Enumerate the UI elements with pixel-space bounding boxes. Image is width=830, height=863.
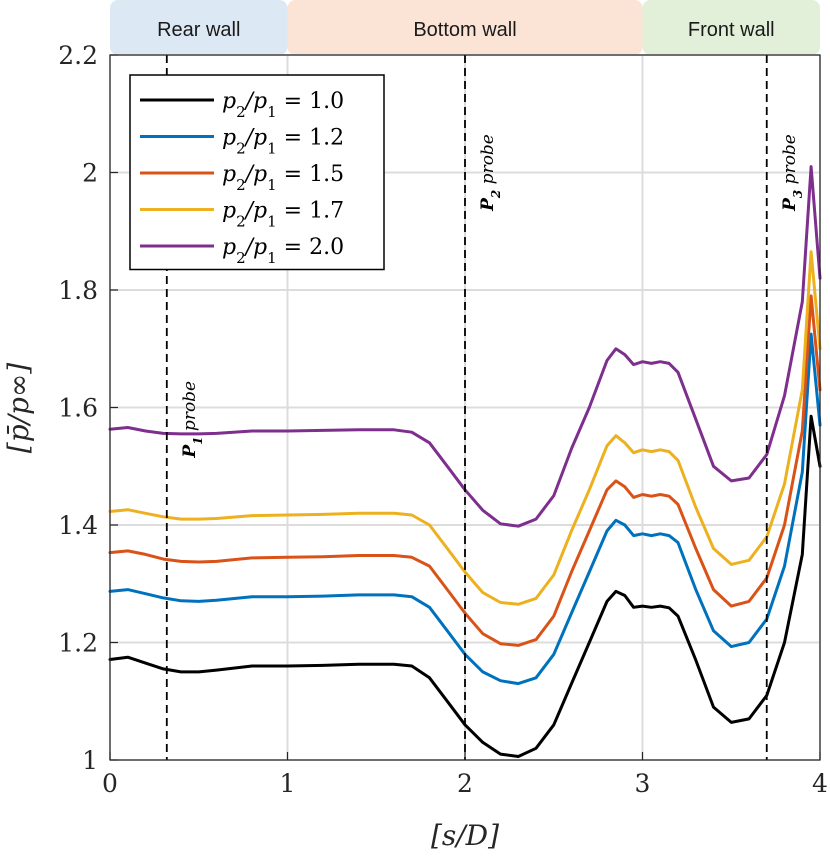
legend-label-value-0: = 1.0 (277, 89, 344, 114)
series-line-1 (108, 332, 822, 686)
series-line-2 (108, 294, 822, 647)
probe-label-1: P2 probe (478, 134, 503, 212)
legend-label-3: p2/p1 = 1.7 (222, 199, 344, 231)
region-label-2: Front wall (688, 19, 775, 41)
legend-label-sub1-2: 1 (267, 176, 277, 194)
legend-label-value-1: = 1.2 (277, 126, 344, 151)
legend-label-slash-2: /p (244, 162, 268, 187)
legend-label-sub2-4: 2 (236, 249, 246, 267)
x-tick-label-2: 2 (457, 769, 473, 798)
wall-region-bands: Rear wall Bottom wall Front wall (110, 0, 820, 55)
legend-label-sub2-0: 2 (236, 103, 246, 121)
probe-label-name-2: P (780, 197, 800, 212)
legend-label-value-3: = 1.7 (277, 199, 344, 224)
probe-label-sub-0: 1 (191, 436, 205, 444)
x-axis-title: [s/D] (431, 819, 499, 852)
legend-label-value-4: = 2.0 (277, 235, 344, 260)
probe-label-suffix-0: probe (180, 381, 200, 437)
legend-label-slash-3: /p (244, 199, 268, 224)
series-lines (108, 165, 822, 758)
legend-label-sub2-3: 2 (236, 213, 246, 231)
y-tick-label-0: 1 (82, 746, 98, 775)
legend-label-1: p2/p1 = 1.2 (222, 126, 344, 158)
probe-label-name-0: P (180, 444, 200, 459)
legend-label-p-0: p (222, 89, 236, 114)
legend-label-slash-4: /p (244, 235, 268, 260)
y-tick-label-5: 2 (82, 159, 98, 188)
series-line-3 (108, 250, 822, 606)
legend-label-4: p2/p1 = 2.0 (222, 235, 344, 267)
legend-label-sub2-2: 2 (236, 176, 246, 194)
y-axis-title: [p̄/p∞] (2, 363, 35, 454)
x-tick-label-0: 0 (102, 769, 118, 798)
axis-ticks: 0 1 2 3 411.21.41.61.822.2 (58, 41, 828, 798)
x-tick-label-3: 3 (635, 769, 651, 798)
region-band-0 (110, 0, 288, 55)
region-band-2 (642, 0, 820, 55)
probe-label-sub-1: 2 (489, 190, 503, 199)
legend-label-sub2-1: 2 (236, 140, 246, 158)
legend-label-sub1-1: 1 (267, 140, 277, 158)
legend-label-slash-0: /p (244, 89, 268, 114)
x-tick-label-4: 4 (812, 769, 828, 798)
legend-label-p-2: p (222, 162, 236, 187)
y-tick-label-3: 1.6 (58, 394, 98, 423)
region-label-0: Rear wall (157, 19, 240, 41)
legend-label-sub1-3: 1 (267, 213, 277, 231)
region-label-1: Bottom wall (413, 19, 516, 41)
y-tick-label-6: 2.2 (58, 41, 98, 70)
legend-label-p-3: p (222, 199, 236, 224)
legend-label-p-1: p (222, 126, 236, 151)
y-tick-label-4: 1.8 (58, 276, 98, 305)
legend-label-slash-1: /p (244, 126, 268, 151)
probe-label-suffix-1: probe (478, 134, 498, 190)
legend-label-sub1-4: 1 (267, 249, 277, 267)
probe-label-sub-2: 3 (791, 190, 805, 198)
probe-label-2: P3 probe (780, 134, 805, 212)
series-line-4 (108, 165, 822, 528)
legend: p2/p1 = 1.0p2/p1 = 1.2p2/p1 = 1.5p2/p1 =… (129, 74, 385, 271)
legend-label-p-4: p (222, 235, 236, 260)
y-tick-label-1: 1.2 (58, 629, 98, 658)
legend-label-sub1-0: 1 (267, 103, 277, 121)
x-tick-label-1: 1 (280, 769, 296, 798)
probe-label-0: P1 probe (180, 381, 205, 459)
legend-label-value-2: = 1.5 (277, 162, 344, 187)
legend-label-0: p2/p1 = 1.0 (222, 89, 344, 121)
y-tick-label-2: 1.4 (58, 511, 98, 540)
probe-label-suffix-2: probe (780, 134, 800, 190)
region-band-1 (287, 0, 643, 55)
probe-label-name-1: P (478, 197, 498, 212)
legend-label-2: p2/p1 = 1.5 (222, 162, 344, 194)
series-line-0 (108, 414, 822, 758)
